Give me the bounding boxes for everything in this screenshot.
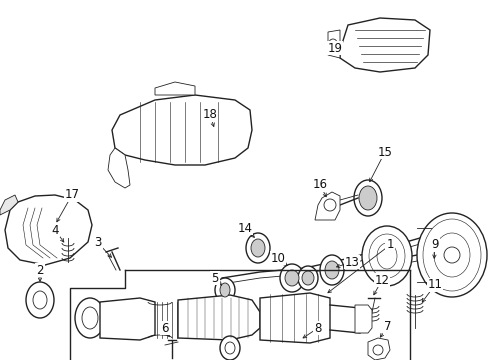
Polygon shape	[260, 293, 329, 343]
Ellipse shape	[376, 243, 396, 269]
Circle shape	[324, 199, 335, 211]
Ellipse shape	[368, 234, 404, 278]
Ellipse shape	[26, 282, 54, 318]
Polygon shape	[367, 338, 389, 360]
Polygon shape	[178, 295, 260, 340]
Ellipse shape	[302, 271, 313, 285]
Polygon shape	[5, 195, 92, 265]
Ellipse shape	[220, 336, 240, 360]
Text: 9: 9	[430, 238, 438, 252]
Text: 1: 1	[386, 238, 393, 252]
Text: 15: 15	[377, 145, 392, 158]
Polygon shape	[314, 192, 339, 220]
Circle shape	[443, 247, 459, 263]
Text: 7: 7	[384, 320, 391, 333]
Ellipse shape	[319, 255, 343, 285]
Polygon shape	[155, 82, 195, 95]
Ellipse shape	[220, 283, 229, 297]
Ellipse shape	[325, 261, 338, 279]
Ellipse shape	[361, 226, 411, 286]
Text: 5: 5	[211, 271, 218, 284]
Text: 8: 8	[314, 321, 321, 334]
Ellipse shape	[358, 186, 376, 210]
Ellipse shape	[297, 266, 317, 290]
Text: 3: 3	[94, 237, 102, 249]
Polygon shape	[354, 305, 371, 333]
Circle shape	[328, 39, 336, 47]
Ellipse shape	[416, 213, 486, 297]
Ellipse shape	[285, 270, 298, 286]
Ellipse shape	[250, 239, 264, 257]
Ellipse shape	[82, 307, 98, 329]
Text: 16: 16	[312, 179, 327, 192]
Text: 19: 19	[327, 41, 342, 54]
Text: 2: 2	[36, 264, 43, 276]
Text: 6: 6	[161, 321, 168, 334]
Ellipse shape	[33, 291, 47, 309]
Ellipse shape	[245, 233, 269, 263]
Text: 12: 12	[374, 274, 389, 287]
Ellipse shape	[215, 278, 235, 302]
Polygon shape	[0, 195, 18, 215]
Text: 10: 10	[270, 252, 285, 265]
Polygon shape	[339, 18, 429, 72]
Ellipse shape	[75, 298, 105, 338]
Ellipse shape	[422, 219, 480, 291]
Circle shape	[372, 345, 382, 355]
Ellipse shape	[280, 264, 304, 292]
Polygon shape	[108, 148, 130, 188]
Text: 14: 14	[237, 221, 252, 234]
Text: 17: 17	[64, 189, 80, 202]
Text: 11: 11	[427, 279, 442, 292]
Ellipse shape	[433, 233, 469, 277]
Text: 13: 13	[344, 256, 359, 269]
Polygon shape	[112, 95, 251, 165]
Text: 18: 18	[202, 108, 217, 122]
Polygon shape	[100, 298, 155, 340]
Ellipse shape	[224, 342, 235, 354]
Text: 4: 4	[51, 224, 59, 237]
Ellipse shape	[353, 180, 381, 216]
Polygon shape	[327, 30, 339, 58]
